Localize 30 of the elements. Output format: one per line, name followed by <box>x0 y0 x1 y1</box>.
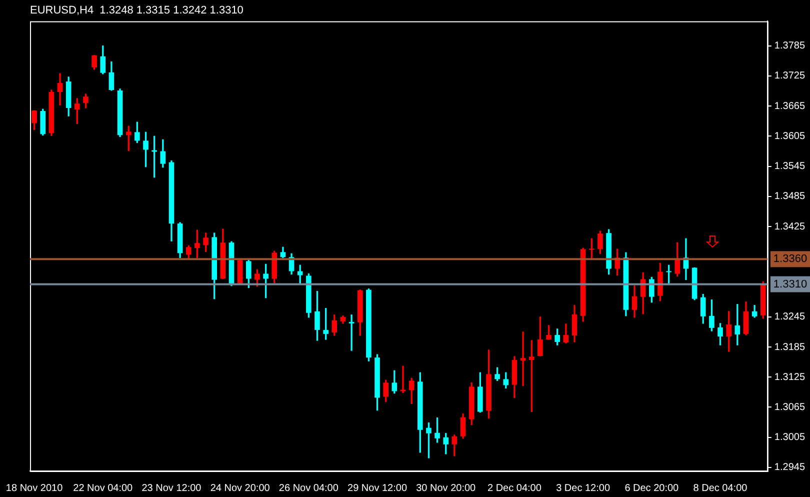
x-tick-label: 29 Nov 12:00 <box>348 482 408 494</box>
y-tick-label: 1.3725 <box>774 70 806 82</box>
y-tick-label: 1.2945 <box>774 462 806 474</box>
x-tick-label: 2 Dec 04:00 <box>487 482 542 494</box>
x-tick-label: 23 Nov 12:00 <box>142 482 202 494</box>
x-tick-label: 26 Nov 04:00 <box>278 482 339 494</box>
y-tick-label: 1.3485 <box>774 191 806 202</box>
y-tick-label: 1.3425 <box>774 221 806 232</box>
y-tick-label: 1.3785 <box>774 40 806 52</box>
candlestick <box>400 366 406 394</box>
y-tick-label: 1.3005 <box>774 432 806 444</box>
x-tick-label: 6 Dec 20:00 <box>624 482 680 494</box>
ref-line-label: 1.3310 <box>773 278 808 290</box>
y-tick-label: 1.3605 <box>774 130 806 142</box>
y-tick-label: 1.3245 <box>774 312 806 323</box>
y-tick-label: 1.3665 <box>774 100 806 112</box>
y-tick-label: 1.3125 <box>774 372 806 383</box>
x-tick-label: 24 Nov 20:00 <box>210 482 270 494</box>
x-tick-label: 3 Dec 12:00 <box>556 482 610 494</box>
y-tick-label: 1.3185 <box>774 342 806 353</box>
x-tick-label: 22 Nov 04:00 <box>73 482 134 494</box>
chart-title: EURUSD,H4 1.3248 1.3315 1.3242 1.3310 <box>30 4 244 17</box>
candlestick <box>348 314 354 351</box>
x-tick-label: 30 Nov 20:00 <box>416 482 476 494</box>
x-tick-label: 8 Dec 04:00 <box>693 482 748 494</box>
y-tick-label: 1.3065 <box>774 402 806 413</box>
ref-line-label: 1.3360 <box>773 253 808 266</box>
y-tick-label: 1.3545 <box>774 161 806 172</box>
x-tick-label: 18 Nov 2010 <box>6 482 64 494</box>
candlestick <box>520 332 526 386</box>
